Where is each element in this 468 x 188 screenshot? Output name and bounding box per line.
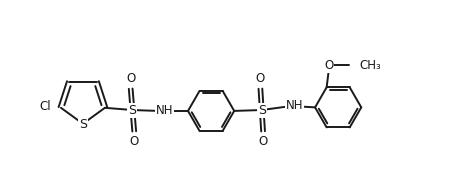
Text: Cl: Cl (40, 100, 51, 113)
Text: O: O (256, 72, 265, 85)
Text: O: O (126, 72, 135, 85)
Text: O: O (324, 59, 334, 72)
Text: NH: NH (286, 99, 303, 112)
Text: S: S (258, 104, 266, 117)
Text: CH₃: CH₃ (359, 59, 381, 72)
Text: S: S (79, 118, 87, 131)
Text: O: O (258, 135, 268, 148)
Text: S: S (128, 104, 137, 117)
Text: O: O (130, 135, 139, 148)
Text: NH: NH (156, 104, 173, 118)
